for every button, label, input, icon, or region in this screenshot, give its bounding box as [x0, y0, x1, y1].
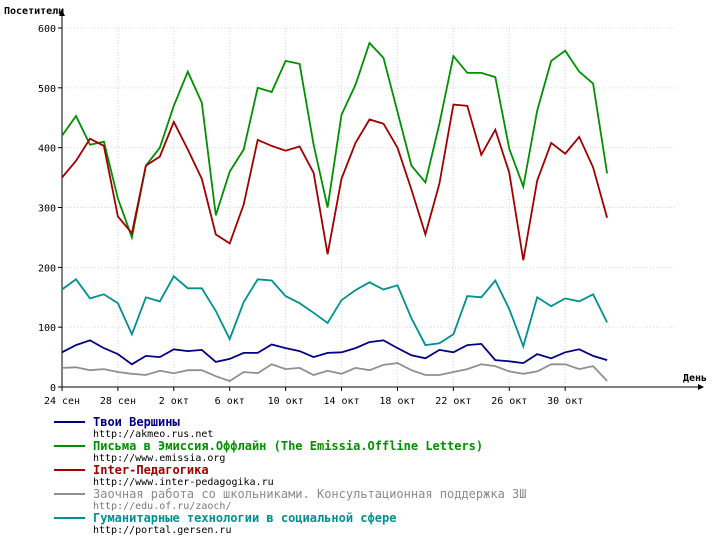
legend-url: http://akmeo.rus.net: [93, 429, 213, 440]
x-axis-ticks: 24 сен 28 сен 2 окт 6 окт 10 окт 14 окт 18 окт…: [44, 387, 583, 407]
legend-url: http://portal.gersen.ru: [93, 525, 231, 536]
x-tick-label: 10 окт: [268, 396, 304, 407]
x-tick-label: 30 окт: [547, 396, 583, 407]
x-axis-title: День: [683, 373, 707, 384]
y-tick-label: 300: [38, 204, 56, 215]
y-axis-arrow: [59, 10, 65, 16]
x-tick-label: 28 сен: [100, 396, 136, 407]
x-tick-label: 22 окт: [435, 396, 471, 407]
y-axis-ticks: 0 100 200 300 400 500 600: [38, 24, 62, 394]
y-tick-label: 500: [38, 84, 56, 95]
series-line: [61, 339, 608, 366]
legend-url: http://www.emissia.org: [93, 453, 225, 464]
y-tick-label: 400: [38, 144, 56, 155]
chart-axes: [59, 10, 704, 390]
legend-label: Письма в Эмиссия.Оффлайн (The Emissia.Of…: [93, 439, 483, 453]
series-line: [61, 362, 608, 382]
x-tick-label: 18 окт: [379, 396, 415, 407]
legend-label: Гуманитарные технологии в социальной сфе…: [93, 511, 396, 525]
series-line: [61, 274, 608, 350]
legend-url: http://www.inter-pedagogika.ru: [93, 477, 274, 488]
legend-label: Заочная работа со школьниками. Консульта…: [93, 487, 526, 501]
legend-label: Твои Вершины: [93, 415, 180, 429]
x-tick-label: 24 сен: [44, 396, 80, 407]
y-tick-label: 0: [50, 383, 56, 394]
y-tick-label: 600: [38, 24, 56, 35]
x-tick-label: 6 окт: [215, 396, 245, 407]
y-tick-label: 200: [38, 263, 56, 274]
x-tick-label: 14 окт: [323, 396, 359, 407]
series-line: [61, 41, 608, 241]
chart-grid: [61, 27, 677, 387]
series-line: [61, 103, 608, 261]
x-axis-arrow: [698, 384, 704, 390]
chart-series: [61, 41, 608, 382]
x-tick-label: 2 окт: [159, 396, 189, 407]
x-tick-label: 26 окт: [491, 396, 527, 407]
legend-url: http://edu.of.ru/zaoch/: [93, 501, 231, 512]
legend-label: Inter-Педагогика: [93, 463, 209, 477]
y-tick-label: 100: [38, 323, 56, 334]
y-axis-title: Посетители: [4, 6, 64, 17]
